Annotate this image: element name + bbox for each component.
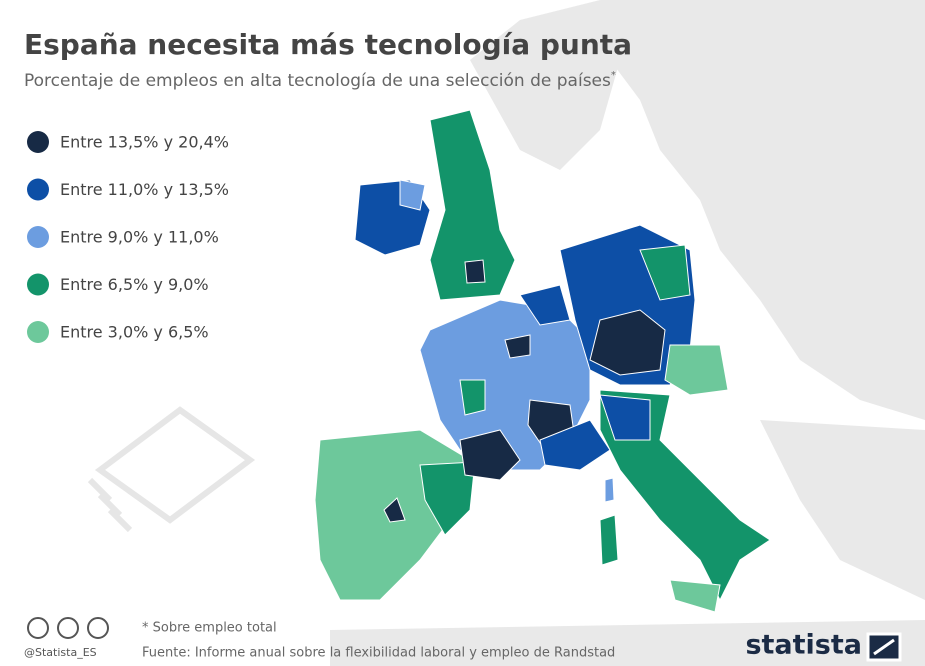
legend: Entre 13,5% y 20,4% Entre 11,0% y 13,5% En… — [27, 131, 229, 343]
subtitle: Porcentaje de empleos en alta tecnología… — [24, 70, 616, 91]
brand-icon — [866, 632, 902, 662]
source: Fuente: Informe anual sobre la flexibili… — [142, 646, 615, 661]
subtitle-text: Porcentaje de empleos en alta tecnología… — [24, 71, 611, 91]
legend-swatch — [27, 131, 49, 153]
handle: @Statista_ES — [24, 646, 97, 659]
chip-icon — [87, 406, 256, 533]
title: España necesita más tecnología punta — [24, 28, 632, 61]
legend-label: Entre 9,0% y 11,0% — [60, 228, 219, 247]
subtitle-mark: * — [611, 70, 616, 81]
map — [314, 109, 771, 613]
legend-label: Entre 3,0% y 6,5% — [60, 323, 209, 342]
brand: statista — [745, 630, 862, 661]
legend-swatch — [27, 178, 49, 201]
license-icons — [27, 617, 109, 639]
legend-swatch — [27, 273, 49, 296]
legend-swatch — [27, 226, 49, 248]
legend-swatch — [27, 321, 49, 343]
legend-label: Entre 11,0% y 13,5% — [60, 180, 229, 199]
note: * Sobre empleo total — [142, 621, 277, 636]
legend-label: Entre 13,5% y 20,4% — [60, 133, 229, 152]
background-land — [330, 0, 925, 666]
legend-label: Entre 6,5% y 9,0% — [60, 275, 209, 294]
